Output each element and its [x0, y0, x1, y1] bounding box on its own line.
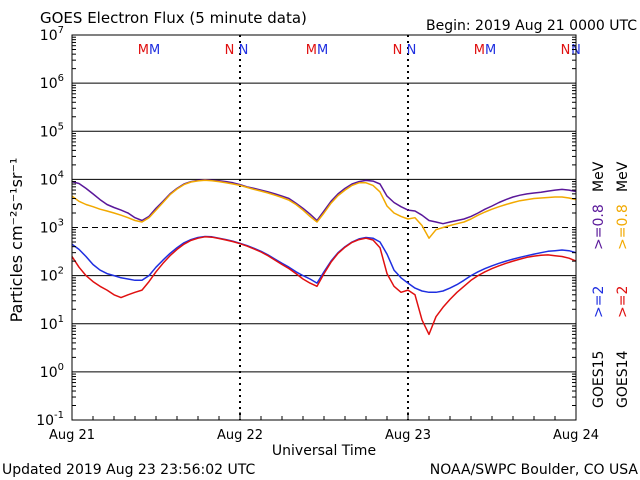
y-tick-label: 101: [40, 314, 64, 333]
series-line-goes14-high: [71, 179, 577, 239]
series-line-goes15-high: [71, 179, 577, 225]
credit: NOAA/SWPC Boulder, CO USA: [430, 462, 639, 478]
legend-unit-goes15: MeV: [591, 161, 607, 192]
x-tick-label: Aug 24: [553, 428, 599, 443]
y-tick-label: 10-1: [36, 410, 64, 429]
y-tick-label: 107: [40, 25, 64, 44]
begin-time: Begin: 2019 Aug 21 0000 UTC: [426, 18, 637, 34]
chart-title: GOES Electron Flux (5 minute data): [40, 9, 307, 27]
time-marker: M: [306, 43, 317, 58]
y-tick-label: 102: [40, 266, 64, 285]
legend-goes14-low: >=2: [615, 286, 631, 318]
x-axis-label: Universal Time: [272, 443, 376, 459]
time-marker: M: [474, 43, 485, 58]
time-marker: M: [149, 43, 160, 58]
time-marker: M: [485, 43, 496, 58]
time-marker: N: [407, 43, 417, 58]
y-tick-label: 106: [40, 73, 64, 92]
legend-goes14: GOES14: [615, 350, 631, 408]
y-tick-label: 104: [40, 169, 64, 188]
series-group: [71, 179, 577, 336]
legend-unit-goes14: MeV: [615, 161, 631, 192]
legend-goes14-high: >=0.8: [615, 204, 631, 250]
updated-timestamp: Updated 2019 Aug 23 23:56:02 UTC: [2, 462, 255, 478]
time-marker: N: [561, 43, 571, 58]
legend: GOES15 GOES14 >=2 >=2 >=0.8 >=0.8 MeV MeV: [591, 161, 631, 408]
y-tick-label: 100: [40, 362, 64, 381]
legend-goes15: GOES15: [591, 351, 607, 408]
series-line-goes14-low: [71, 236, 577, 336]
time-marker: N: [239, 43, 249, 58]
y-axis-label: Particles cm⁻²s⁻¹sr⁻¹: [7, 158, 26, 323]
x-axis: Aug 21 Aug 22 Aug 23 Aug 24: [49, 412, 599, 443]
y-tick-label: 103: [40, 218, 64, 237]
plot-frame: [71, 34, 577, 421]
y-axis: 10-1 100 101 102 103 104 105 106 107: [36, 25, 576, 429]
x-tick-label: Aug 21: [49, 428, 95, 443]
grid-lines: [72, 35, 576, 420]
series-line-goes15-low: [71, 235, 577, 294]
legend-goes15-low: >=2: [591, 286, 607, 318]
legend-goes15-high: >=0.8: [591, 204, 607, 250]
time-marker: M: [138, 43, 149, 58]
y-tick-label: 105: [40, 121, 64, 140]
time-marker: N: [393, 43, 403, 58]
x-tick-label: Aug 23: [385, 428, 431, 443]
time-marker: M: [317, 43, 328, 58]
time-marker: N: [225, 43, 235, 58]
x-tick-label: Aug 22: [217, 428, 263, 443]
